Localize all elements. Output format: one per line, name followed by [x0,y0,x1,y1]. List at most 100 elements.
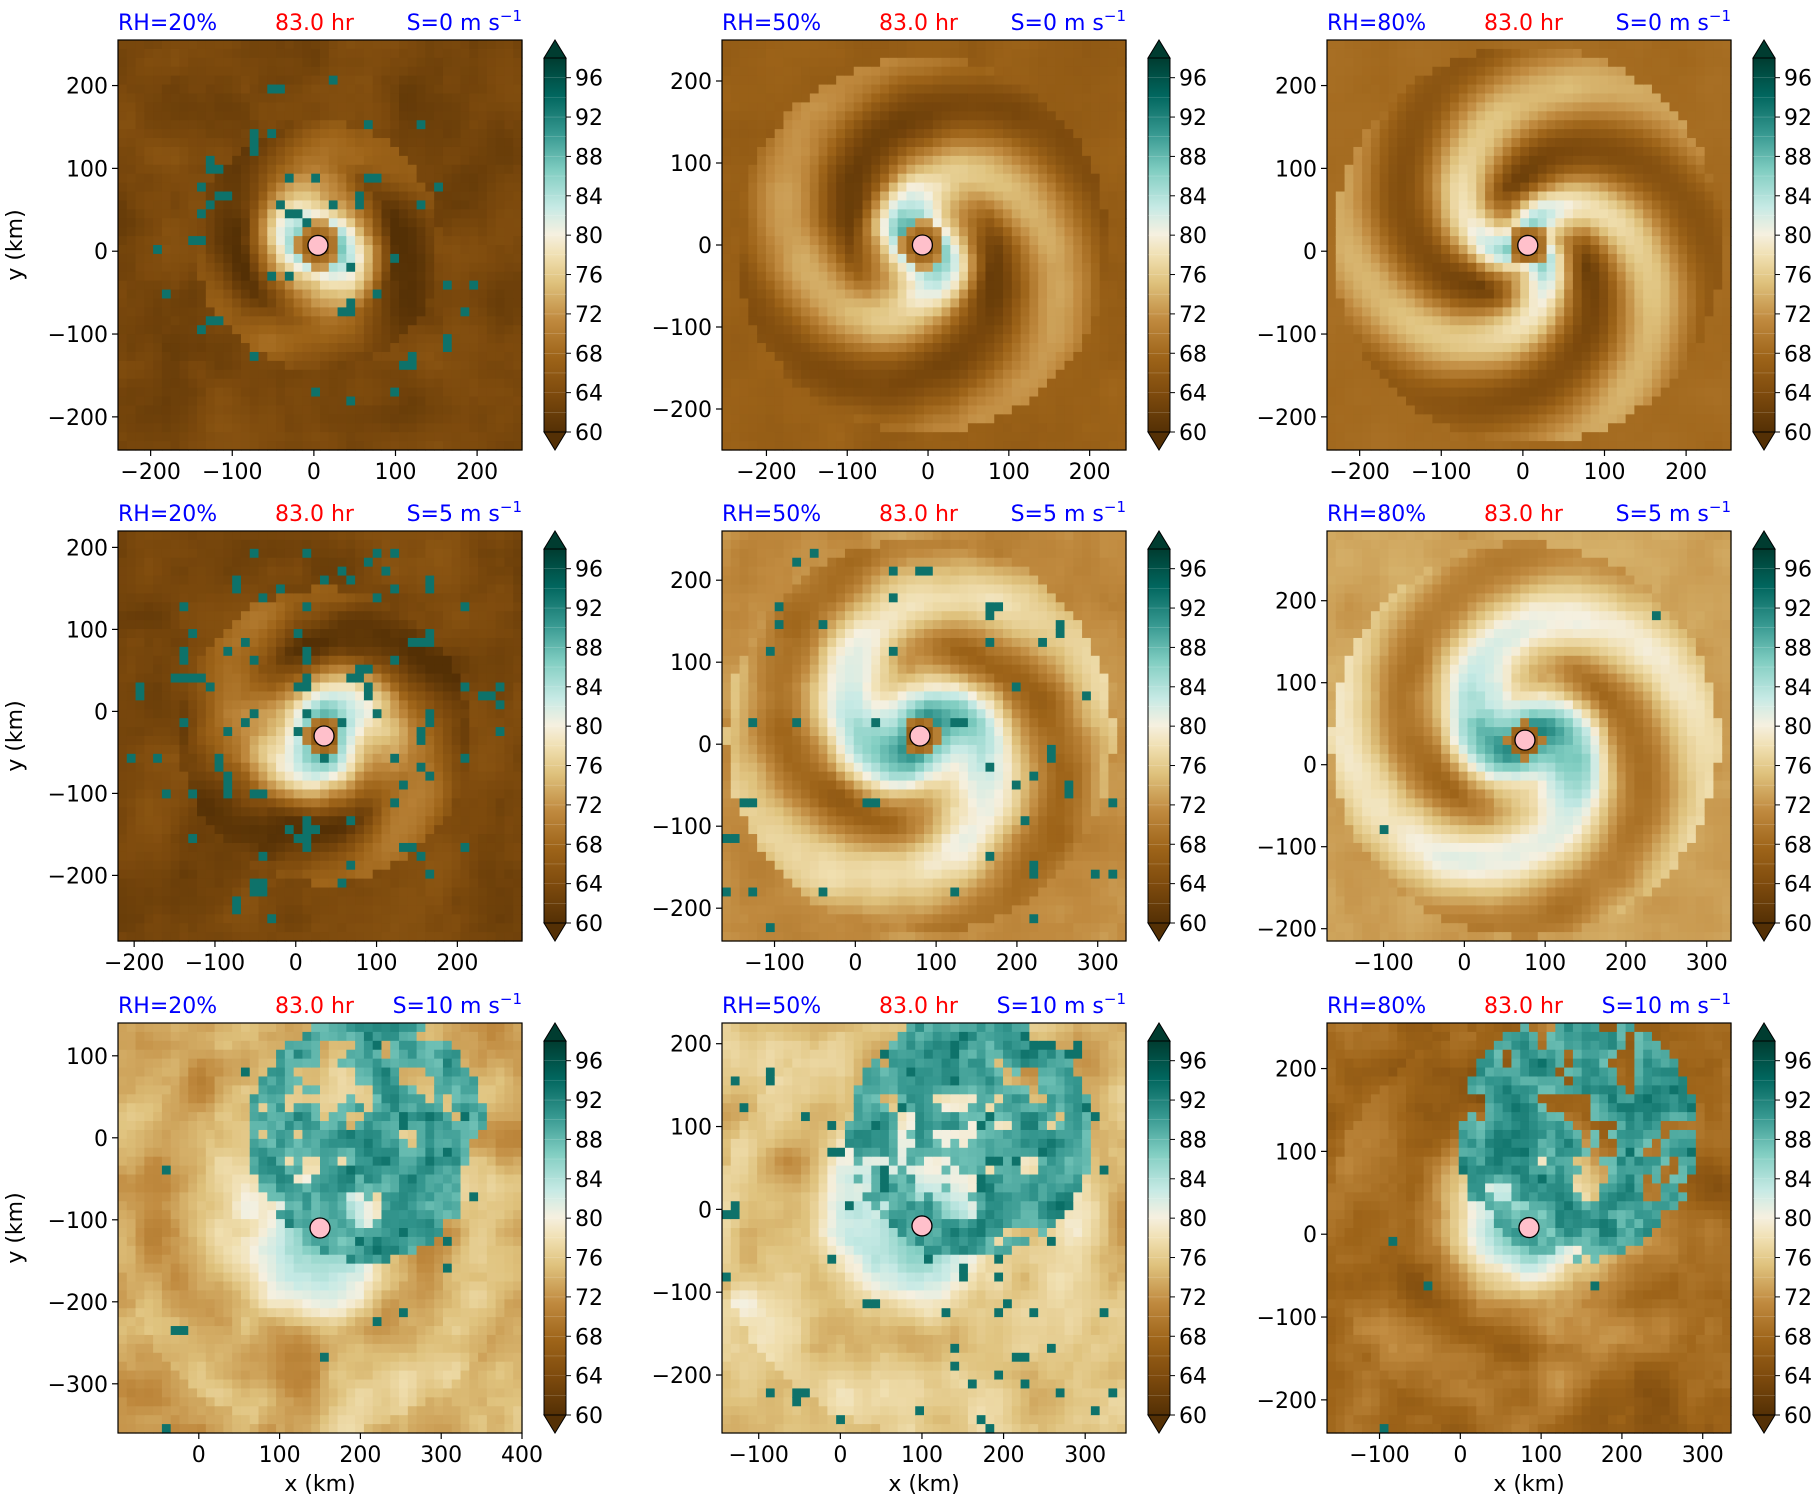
rh-cell [722,281,731,291]
rh-cell [127,156,136,166]
rh-cell [1345,361,1354,371]
rh-cell [827,85,836,95]
rh-cell [276,281,285,291]
rh-cell [863,352,872,362]
rh-cell [1362,263,1371,273]
rh-cell [977,361,986,371]
rh-cell [1003,343,1012,353]
rh-cell [740,165,749,175]
rh-cell [267,432,276,442]
rh-cell [915,93,924,103]
rh-cell [1406,423,1415,433]
rh-cell [854,67,863,77]
rh-cell [1327,67,1336,77]
rh-cell [355,58,364,68]
rh-cell [1065,334,1074,344]
rh-cell [311,67,320,77]
rh-cell [311,138,320,148]
rh-cell [153,102,162,112]
rh-cell [731,49,740,59]
rh-cell [783,423,792,433]
rh-cell [1091,85,1100,95]
rh-cell [364,227,373,237]
rh-cell [153,245,162,255]
rh-cell [496,325,505,335]
rh-cell [1371,165,1380,175]
rh-cell [241,58,250,68]
rh-cell [801,209,810,219]
rh-cell [942,227,951,237]
rh-cell [1082,156,1091,166]
rh-cell [775,85,784,95]
rh-cell [346,405,355,415]
rh-cell [836,209,845,219]
rh-cell [153,200,162,210]
rh-cell [504,58,513,68]
rh-cell [162,192,171,202]
rh-cell [311,307,320,317]
rh-cell [775,165,784,175]
rh-cell [153,209,162,219]
rh-cell [1336,379,1345,389]
rh-cell [1073,120,1082,130]
rh-cell [504,156,513,166]
rh-cell [1345,441,1354,451]
rh-cell [469,183,478,193]
rh-cell [197,58,206,68]
rh-cell [1091,245,1100,255]
rh-cell [748,58,757,68]
rh-cell [783,192,792,202]
rh-cell [906,147,915,157]
rh-cell [1108,49,1117,59]
rh-cell [118,129,127,139]
rh-cell [399,379,408,389]
rh-cell [1073,263,1082,273]
rh-cell [854,370,863,380]
rh-cell [1424,298,1433,308]
rh-cell [845,388,854,398]
rh-cell [188,272,197,282]
rh-cell [215,183,224,193]
rh-label: RH=20% [118,11,217,36]
rh-cell [434,254,443,264]
rh-cell [1108,165,1117,175]
rh-cell [1029,129,1038,139]
rh-cell [1073,441,1082,451]
rh-cell [232,58,241,68]
rh-cell [197,388,206,398]
rh-cell [417,111,426,121]
rh-cell [924,102,933,112]
rh-cell [1406,85,1415,95]
rh-cell [513,227,522,237]
rh-cell [215,138,224,148]
rh-cell [1388,343,1397,353]
rh-cell [346,361,355,371]
rh-cell [223,93,232,103]
rh-cell [434,236,443,246]
rh-cell [223,138,232,148]
rh-cell [364,58,373,68]
rh-cell [1397,307,1406,317]
rh-cell [478,218,487,228]
rh-cell [1029,192,1038,202]
rh-cell [906,254,915,264]
rh-cell [179,397,188,407]
rh-cell [1371,379,1380,389]
rh-cell [783,263,792,273]
rh-cell [136,298,145,308]
rh-cell [968,370,977,380]
rh-cell [223,370,232,380]
rh-cell [1397,174,1406,184]
rh-cell [1100,49,1109,59]
rh-cell [162,227,171,237]
rh-cell [1108,254,1117,264]
rh-cell [127,307,136,317]
rh-cell [968,49,977,59]
rh-cell [136,325,145,335]
rh-cell [757,183,766,193]
rh-cell [338,388,347,398]
rh-cell [1029,76,1038,86]
rh-cell [381,227,390,237]
rh-cell [994,209,1003,219]
rh-cell [783,111,792,121]
